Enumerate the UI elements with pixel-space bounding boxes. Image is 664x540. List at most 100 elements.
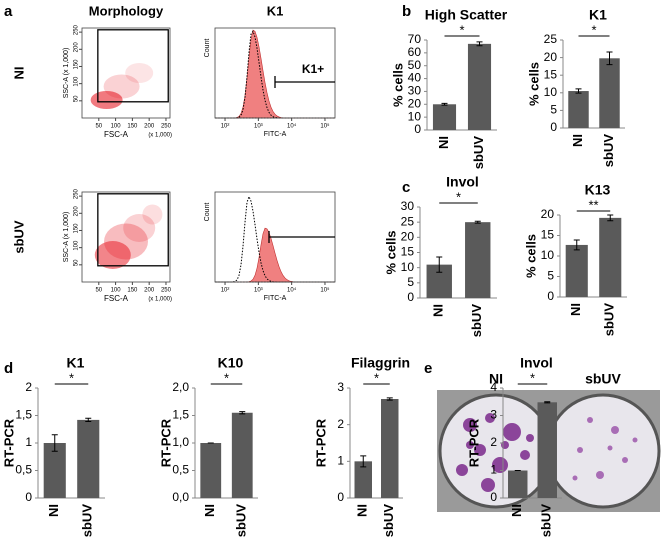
y-tick-label: 25: [544, 32, 558, 46]
x-tick-label: NI: [355, 504, 370, 517]
error-bar: [441, 102, 448, 106]
photo-label: NI: [489, 371, 503, 387]
x-tick-label: 10⁵: [320, 287, 330, 294]
y-axis-label: % cells: [526, 62, 541, 106]
y-tick-label: 2: [337, 417, 344, 431]
y-tick-label: 50: [408, 58, 422, 72]
x-tick-label: 150: [127, 288, 138, 294]
y-tick-label: 0: [337, 490, 344, 504]
y-tick-label: 1: [25, 435, 32, 449]
y-tick-label: 1,5: [15, 408, 32, 422]
y-axis-label: % cells: [390, 63, 405, 107]
x-tick-label: sbUV: [80, 504, 95, 538]
bar: [537, 402, 557, 498]
y-tick-label: 20: [541, 207, 555, 221]
y-tick-label: 20: [401, 230, 415, 244]
x-tick-label: NI: [202, 504, 217, 517]
significance-label: *: [459, 22, 464, 37]
panel-label: d: [4, 360, 13, 377]
y-axis-label: RT-PCR: [158, 418, 173, 467]
x-axis-unit: (x 1,000): [148, 297, 172, 303]
event-cloud: [123, 214, 156, 242]
x-tick-label: NI: [431, 304, 446, 317]
y-axis-label: Count: [204, 203, 211, 222]
y-tick-label: 15: [401, 245, 415, 259]
y-tick-label: 50: [74, 259, 80, 266]
error-bar: [386, 397, 393, 401]
row-label: sbUV: [11, 220, 26, 254]
x-tick-label: sbUV: [539, 504, 554, 538]
y-tick-label: 20: [544, 50, 558, 64]
y-tick-label: 1,0: [172, 435, 189, 449]
bar: [568, 91, 589, 128]
y-tick-label: 15: [544, 67, 558, 81]
x-tick-label: 100: [111, 288, 122, 294]
event-cloud: [94, 241, 131, 269]
x-tick-label: NI: [509, 504, 524, 517]
y-tick-label: 30: [401, 199, 415, 213]
y-tick-label: 10: [401, 260, 415, 274]
gate: [97, 193, 169, 267]
y-tick-label: 250: [74, 24, 80, 35]
x-tick-label: NI: [570, 134, 585, 147]
y-tick-label: 30: [408, 84, 422, 98]
y-tick-label: 10: [541, 248, 555, 262]
y-tick-label: 4: [490, 380, 497, 394]
x-tick-label: sbUV: [602, 303, 617, 337]
y-tick-label: 1: [337, 454, 344, 468]
histogram-fill: [215, 227, 335, 283]
x-tick-label: sbUV: [381, 504, 396, 538]
y-tick-label: 0: [547, 289, 554, 303]
x-tick-label: 200: [144, 288, 155, 294]
plot-title: K1: [267, 3, 284, 18]
bar: [467, 43, 492, 130]
y-tick-label: 50: [74, 95, 80, 102]
error-bar: [573, 239, 580, 251]
y-tick-label: 100: [74, 76, 80, 87]
bar: [465, 222, 491, 298]
significance-label: *: [456, 189, 461, 204]
error-bar: [544, 401, 551, 404]
x-tick-label: 10²: [221, 288, 230, 294]
chart-title: Filaggrin: [351, 355, 410, 371]
y-tick-label: 150: [74, 223, 80, 234]
panel-label: b: [402, 3, 411, 20]
y-tick-label: 5: [407, 275, 414, 289]
y-axis-label: RT-PCR: [313, 418, 328, 467]
bar: [77, 419, 100, 498]
y-tick-label: 60: [408, 45, 422, 59]
y-axis-label: % cells: [523, 234, 538, 278]
x-tick-label: 10⁴: [287, 287, 297, 294]
y-tick-label: 200: [74, 206, 80, 217]
chart-title: K1: [589, 7, 607, 23]
y-tick-label: 0,0: [172, 490, 189, 504]
x-tick-label: 100: [111, 124, 122, 130]
bar: [200, 443, 222, 498]
y-axis-label: RT-PCR: [466, 418, 481, 467]
x-axis-unit: (x 1,000): [148, 133, 172, 139]
error-bar: [607, 214, 614, 222]
x-tick-label: NI: [568, 303, 583, 316]
x-tick-label: NI: [436, 136, 451, 149]
plot-frame: [214, 27, 336, 119]
bar: [599, 217, 622, 297]
bar: [231, 412, 253, 498]
y-tick-label: 70: [408, 32, 422, 46]
x-tick-label: 10³: [254, 124, 263, 130]
y-tick-label: 3: [490, 408, 497, 422]
bar: [565, 244, 588, 297]
y-axis-label: SSC-A (x 1,000): [63, 212, 70, 263]
y-tick-label: 1,5: [172, 408, 189, 422]
y-tick-label: 0: [25, 490, 32, 504]
significance-label: *: [374, 370, 379, 385]
x-tick-label: NI: [46, 504, 61, 517]
x-axis-label: FITC-A: [264, 131, 287, 138]
x-tick-label: 10⁴: [287, 123, 297, 130]
chart-title: K1: [67, 355, 85, 371]
y-tick-label: 2: [25, 380, 32, 394]
y-tick-label: 20: [408, 96, 422, 110]
error-bar: [51, 434, 58, 452]
y-tick-label: 2,0: [172, 380, 189, 394]
x-tick-label: 10³: [254, 288, 263, 294]
chart-title: K13: [585, 182, 611, 198]
